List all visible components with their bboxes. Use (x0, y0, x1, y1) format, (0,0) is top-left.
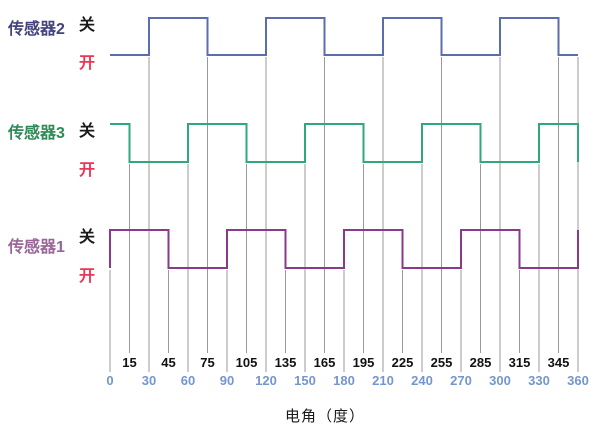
x-tick-blue-300: 300 (489, 373, 511, 388)
x-tick-blue-30: 30 (141, 373, 157, 388)
x-tick-blue-90: 90 (219, 373, 235, 388)
series-name-s2: 传感器2 (8, 21, 65, 38)
x-tick-black-75: 75 (200, 355, 215, 370)
x-tick-black-285: 285 (469, 355, 492, 370)
x-tick-blue-270: 270 (450, 373, 472, 388)
x-tick-blue-120: 120 (255, 373, 277, 388)
x-tick-blue-210: 210 (372, 373, 394, 388)
x-tick-black-345: 345 (547, 355, 570, 370)
waveform-s3 (110, 123, 579, 163)
x-tick-black-315: 315 (508, 355, 531, 370)
x-tick-blue-180: 180 (333, 373, 355, 388)
x-tick-blue-360: 360 (567, 373, 589, 388)
state-on-label-s1: 开 (79, 268, 96, 285)
x-tick-black-255: 255 (430, 355, 453, 370)
state-on-label-s2: 开 (79, 55, 96, 72)
state-off-label-s2: 关 (79, 17, 96, 34)
x-tick-blue-330: 330 (528, 373, 550, 388)
x-tick-black-105: 105 (235, 355, 258, 370)
x-tick-black-165: 165 (313, 355, 336, 370)
x-tick-blue-60: 60 (180, 373, 196, 388)
series-name-s3: 传感器3 (8, 125, 65, 142)
waveform-s2 (110, 17, 578, 56)
series-name-s1: 传感器1 (8, 239, 65, 256)
x-tick-black-45: 45 (161, 355, 176, 370)
x-tick-black-225: 225 (391, 355, 414, 370)
waveform-s1 (109, 229, 579, 269)
state-on-label-s3: 开 (79, 162, 96, 179)
x-tick-blue-150: 150 (294, 373, 316, 388)
x-tick-blue-240: 240 (411, 373, 433, 388)
x-axis-title: 电角（度） (284, 408, 365, 425)
x-tick-black-15: 15 (122, 355, 137, 370)
x-tick-blue-0: 0 (106, 373, 114, 388)
state-off-label-s3: 关 (79, 123, 96, 140)
state-off-label-s1: 关 (79, 229, 96, 246)
x-tick-black-135: 135 (274, 355, 297, 370)
x-tick-black-195: 195 (352, 355, 375, 370)
